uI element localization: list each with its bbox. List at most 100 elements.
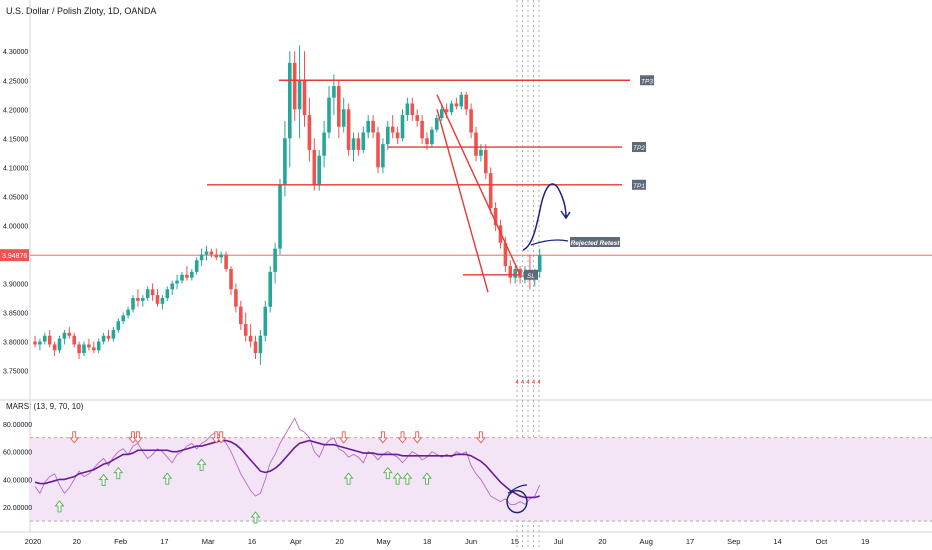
candle-body <box>292 62 297 110</box>
candle-body <box>474 132 478 156</box>
candle-body <box>444 109 449 113</box>
buy-arrow <box>392 472 403 485</box>
candle-body <box>190 271 194 278</box>
indicator-tick-label: 40.00000 <box>3 477 32 484</box>
time-tick-label: 2020 <box>25 537 42 546</box>
candle-body <box>185 274 189 278</box>
candle-body <box>219 254 223 258</box>
candle-body <box>204 251 209 255</box>
hline-tag-label: TP3 <box>641 78 653 85</box>
candle-body <box>430 129 434 145</box>
candle-body <box>234 289 238 307</box>
candle-body <box>87 344 91 348</box>
candle-body <box>346 109 351 150</box>
candle-body <box>101 335 106 342</box>
candle-body <box>106 335 111 339</box>
sell-arrow <box>475 431 486 444</box>
candle-body <box>116 321 121 330</box>
candle-body <box>449 103 454 113</box>
signal-line <box>34 439 540 499</box>
buy-arrow <box>343 472 354 485</box>
candle-body <box>405 103 410 116</box>
time-tick-label: 16 <box>248 537 256 546</box>
time-tick-label: Aug <box>640 537 653 546</box>
candle-body <box>278 184 282 249</box>
candle-body <box>435 118 439 130</box>
current-price-badge <box>0 249 29 262</box>
candle-body <box>493 208 498 226</box>
hline-tag-bg <box>640 75 654 86</box>
candle-body <box>381 144 385 168</box>
candle-body <box>410 103 415 116</box>
candle-body <box>479 149 483 156</box>
candle-body <box>312 149 317 185</box>
candle-body <box>454 103 459 107</box>
candle-body <box>67 332 72 336</box>
time-tick-label: 20 <box>598 537 606 546</box>
candle-body <box>165 289 170 298</box>
price-tick-label: 3.90000 <box>3 281 28 288</box>
candle-body <box>131 298 135 310</box>
hline-tag-bg <box>632 179 646 190</box>
candle-body <box>288 62 292 139</box>
candle-body <box>194 260 199 272</box>
candle-body <box>488 173 493 208</box>
buy-arrow <box>196 458 207 471</box>
hline-tag-label: TP1 <box>633 183 645 190</box>
candle-body <box>283 138 287 185</box>
candle-body <box>332 86 336 98</box>
time-tick-label: Mar <box>202 537 215 546</box>
candle-body <box>209 251 214 255</box>
candle-body <box>199 254 204 261</box>
candle-body <box>420 120 424 139</box>
candle-body <box>126 309 130 316</box>
sell-arrow <box>69 431 80 444</box>
candle-body <box>459 94 464 107</box>
candle-body <box>62 332 67 339</box>
candle-body <box>327 97 331 133</box>
candle-body <box>376 132 380 168</box>
candle-body <box>439 109 444 118</box>
buy-arrow <box>54 500 65 513</box>
candle-body <box>145 289 150 298</box>
dotted-date-label: 4 <box>537 380 541 386</box>
time-tick-label: 20 <box>73 537 81 546</box>
callout-pointer <box>530 239 569 246</box>
time-tick-label: Jul <box>554 537 564 546</box>
hline-tag-label: SL <box>527 273 535 280</box>
candle-body <box>341 109 346 127</box>
time-tick-label: 14 <box>773 537 781 546</box>
price-tick-label: 3.80000 <box>3 340 28 347</box>
time-tick-label: Feb <box>114 537 127 546</box>
buy-arrow <box>422 472 432 485</box>
candle-body <box>170 283 174 290</box>
candle-body <box>268 271 272 307</box>
candle-body <box>361 132 366 150</box>
callout-bg <box>570 237 620 247</box>
time-tick-label: 15 <box>511 537 519 546</box>
candle-body <box>38 341 42 345</box>
candle-body <box>214 254 219 258</box>
price-tick-label: 3.75000 <box>3 369 28 376</box>
buy-arrow <box>98 473 109 487</box>
candle-body <box>96 341 101 351</box>
candle-body <box>337 86 341 127</box>
candle-body <box>43 335 47 342</box>
candle-body <box>415 115 419 121</box>
candle-body <box>302 80 307 116</box>
candle-body <box>52 344 57 351</box>
indicator-title: MARSI (13, 9, 70, 10) <box>6 402 84 411</box>
indicator-tick-label: 60.00000 <box>3 450 32 457</box>
candle-body <box>400 115 405 139</box>
candle-body <box>47 335 52 345</box>
sell-arrow <box>216 431 227 444</box>
time-tick-label: Sep <box>727 537 740 546</box>
candle-body <box>248 335 253 342</box>
candle-body <box>469 109 473 133</box>
candle-body <box>141 298 145 301</box>
candle-body <box>77 344 81 354</box>
candle-body <box>243 324 248 336</box>
candle-body <box>263 306 268 336</box>
buy-arrow <box>382 466 393 480</box>
